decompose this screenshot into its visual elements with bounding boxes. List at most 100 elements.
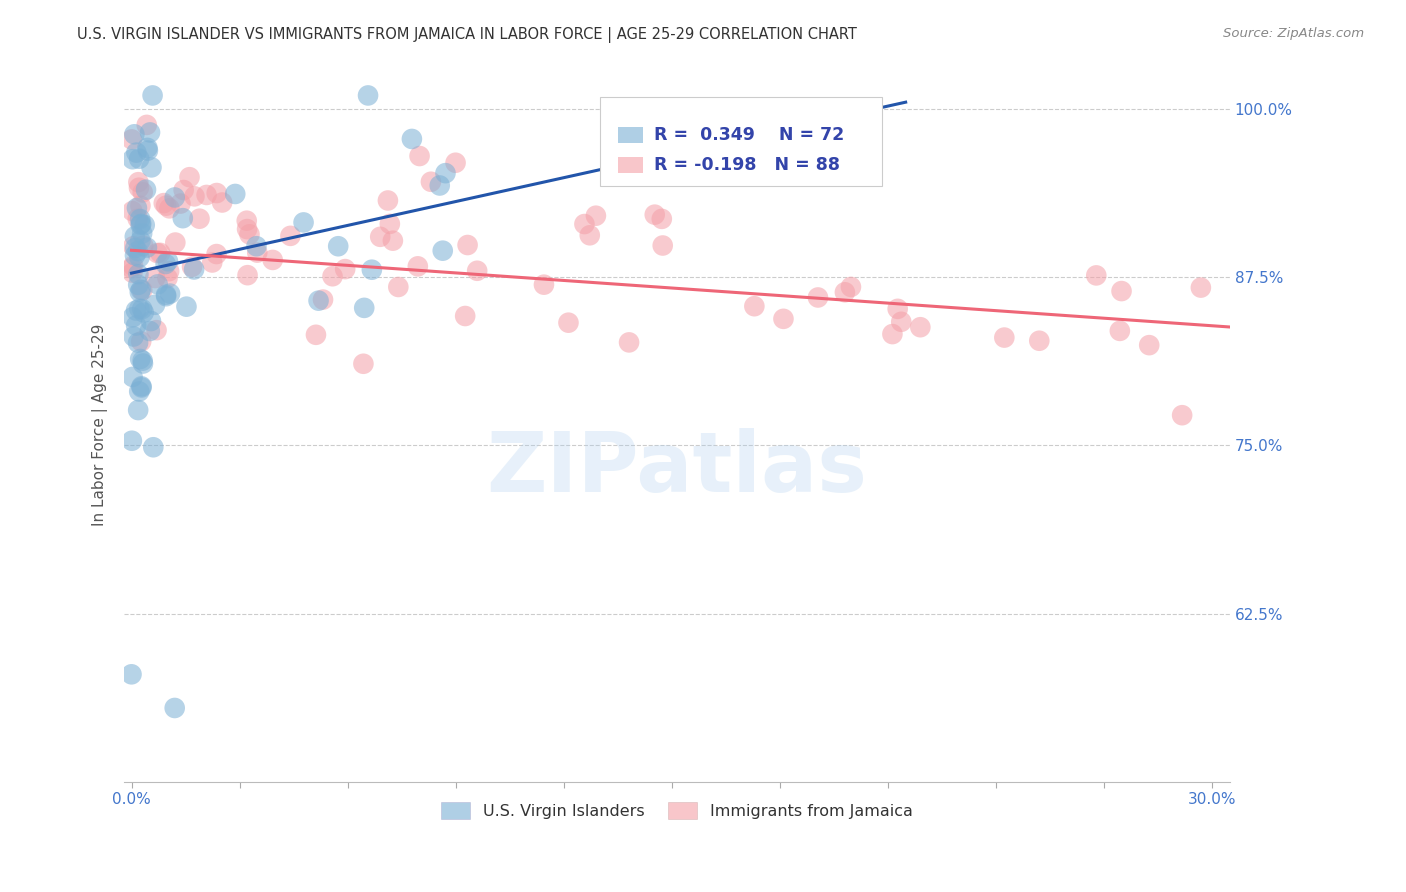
- Point: [129, 212, 152, 227]
- Point: [129, 217, 152, 231]
- Point: [457, 238, 479, 252]
- Point: [129, 218, 152, 232]
- Point: [127, 175, 149, 189]
- Point: [886, 301, 908, 316]
- Point: [129, 351, 152, 366]
- Point: [360, 262, 382, 277]
- Point: [335, 262, 357, 277]
- Point: [163, 701, 186, 715]
- Point: [142, 440, 165, 454]
- Point: [224, 186, 246, 201]
- Point: [305, 327, 328, 342]
- Point: [131, 227, 153, 241]
- Point: [353, 301, 375, 315]
- Point: [308, 293, 330, 308]
- Point: [195, 188, 218, 202]
- Point: [124, 229, 146, 244]
- Point: [236, 222, 259, 236]
- Point: [131, 283, 153, 297]
- Point: [352, 357, 374, 371]
- Point: [644, 208, 666, 222]
- Point: [1189, 280, 1212, 294]
- Point: [235, 213, 257, 227]
- Point: [292, 215, 315, 229]
- Point: [236, 268, 259, 282]
- Point: [127, 335, 149, 350]
- Point: [124, 248, 146, 262]
- Point: [574, 217, 596, 231]
- Point: [176, 300, 198, 314]
- Point: [131, 380, 153, 394]
- Point: [121, 132, 143, 146]
- Text: R = -0.198   N = 88: R = -0.198 N = 88: [654, 156, 839, 174]
- FancyBboxPatch shape: [619, 127, 643, 143]
- Point: [1137, 338, 1160, 352]
- Point: [125, 318, 148, 333]
- Point: [135, 183, 157, 197]
- Point: [444, 155, 467, 169]
- Point: [211, 195, 233, 210]
- Point: [1028, 334, 1050, 348]
- Point: [155, 289, 177, 303]
- Point: [172, 211, 194, 226]
- Point: [245, 239, 267, 253]
- Point: [169, 196, 191, 211]
- Point: [188, 211, 211, 226]
- Point: [155, 287, 177, 301]
- Point: [121, 152, 143, 166]
- Point: [127, 211, 149, 226]
- Point: [381, 234, 404, 248]
- Point: [149, 246, 172, 260]
- Point: [152, 196, 174, 211]
- Point: [121, 310, 143, 325]
- FancyBboxPatch shape: [599, 97, 882, 186]
- Point: [124, 241, 146, 255]
- Point: [131, 186, 153, 200]
- Point: [406, 260, 429, 274]
- Point: [201, 255, 224, 269]
- Point: [145, 323, 167, 337]
- Point: [121, 266, 143, 280]
- Point: [129, 334, 152, 349]
- Point: [159, 286, 181, 301]
- Point: [262, 252, 284, 267]
- Point: [454, 309, 477, 323]
- Point: [124, 128, 146, 142]
- Point: [129, 234, 152, 248]
- Point: [121, 667, 143, 681]
- Point: [839, 280, 862, 294]
- Point: [890, 315, 912, 329]
- Text: Source: ZipAtlas.com: Source: ZipAtlas.com: [1223, 27, 1364, 40]
- Text: U.S. VIRGIN ISLANDER VS IMMIGRANTS FROM JAMAICA IN LABOR FORCE | AGE 25-29 CORRE: U.S. VIRGIN ISLANDER VS IMMIGRANTS FROM …: [77, 27, 858, 43]
- Point: [127, 267, 149, 281]
- Point: [173, 183, 195, 197]
- Point: [651, 211, 673, 226]
- Point: [181, 260, 204, 274]
- Point: [141, 161, 163, 175]
- Point: [127, 403, 149, 417]
- Point: [139, 125, 162, 139]
- Point: [1171, 408, 1194, 422]
- Y-axis label: In Labor Force | Age 25-29: In Labor Force | Age 25-29: [93, 324, 108, 526]
- Point: [165, 235, 187, 250]
- Point: [157, 264, 180, 278]
- Point: [322, 269, 344, 284]
- Point: [139, 324, 162, 338]
- Point: [651, 238, 673, 252]
- Point: [910, 320, 932, 334]
- Point: [772, 311, 794, 326]
- Point: [163, 190, 186, 204]
- Point: [128, 384, 150, 399]
- Point: [136, 144, 159, 158]
- Point: [624, 155, 647, 169]
- Point: [408, 149, 430, 163]
- Point: [155, 257, 177, 271]
- Point: [378, 217, 401, 231]
- Point: [131, 302, 153, 317]
- Point: [127, 244, 149, 259]
- Point: [125, 145, 148, 160]
- Point: [368, 229, 391, 244]
- Point: [432, 244, 454, 258]
- Point: [183, 262, 205, 277]
- Point: [328, 239, 350, 253]
